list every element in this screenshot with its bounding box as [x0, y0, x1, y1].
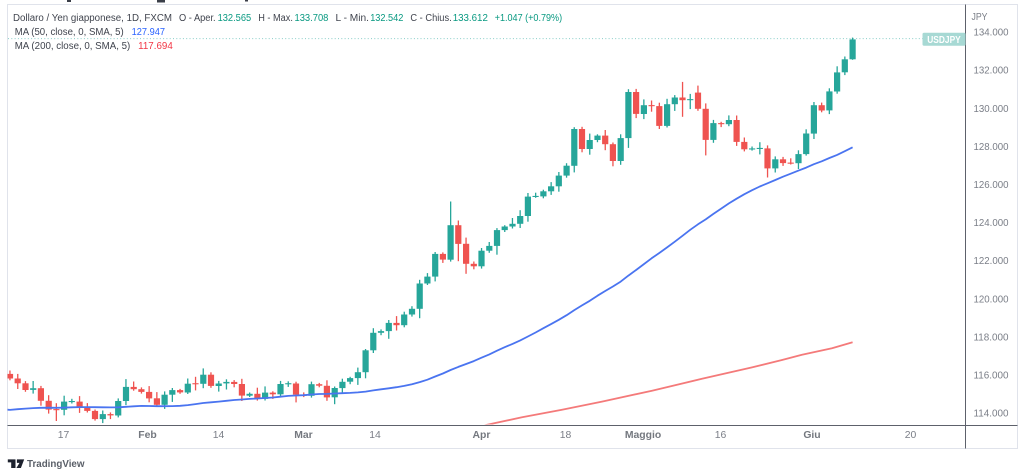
svg-text:14: 14 — [369, 430, 381, 441]
svg-text:124.000: 124.000 — [974, 218, 1009, 229]
svg-text:120.000: 120.000 — [974, 294, 1009, 305]
svg-text:132.000: 132.000 — [974, 66, 1009, 77]
svg-text:USDJPY: USDJPY — [927, 35, 961, 46]
svg-text:114.000: 114.000 — [974, 409, 1009, 420]
svg-text:126.000: 126.000 — [974, 180, 1009, 191]
svg-text:20: 20 — [905, 430, 917, 441]
svg-text:Feb: Feb — [138, 430, 156, 441]
svg-text:118.000: 118.000 — [974, 332, 1009, 343]
svg-text:122.000: 122.000 — [974, 256, 1009, 267]
svg-text:Mar: Mar — [294, 430, 312, 441]
svg-text:116.000: 116.000 — [974, 371, 1009, 382]
svg-text:128.000: 128.000 — [974, 142, 1009, 153]
svg-text:18: 18 — [560, 430, 572, 441]
svg-text:JPY: JPY — [972, 12, 988, 23]
svg-text:MA (200, close, 0, SMA, 5)117.: MA (200, close, 0, SMA, 5) 117.694 — [15, 41, 174, 52]
svg-text:Apr: Apr — [473, 430, 491, 441]
svg-text:MA (50, close, 0, SMA, 5)127.9: MA (50, close, 0, SMA, 5) 127.947 — [15, 27, 166, 38]
svg-text:17: 17 — [58, 430, 70, 441]
svg-text:Giu: Giu — [803, 430, 820, 441]
svg-text:134.000: 134.000 — [974, 28, 1009, 39]
svg-text:TradingView: TradingView — [27, 459, 85, 470]
svg-text:16: 16 — [715, 430, 727, 441]
svg-text:14: 14 — [213, 430, 225, 441]
svg-text:Maggio: Maggio — [625, 430, 661, 441]
svg-text:130.000: 130.000 — [974, 104, 1009, 115]
svg-text:Dollaro / Yen giapponese, 1D,: Dollaro / Yen giapponese, 1D, FXCM O - Ap… — [13, 13, 562, 24]
